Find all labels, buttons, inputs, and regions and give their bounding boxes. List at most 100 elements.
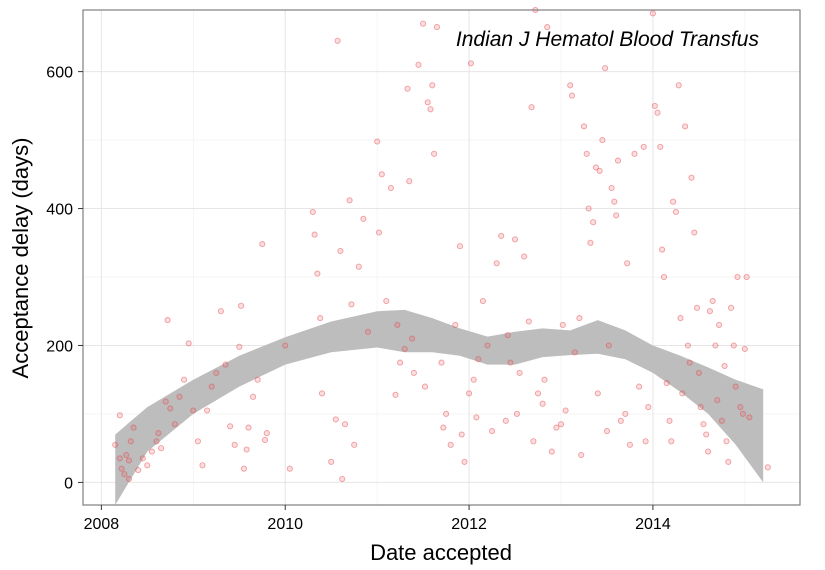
data-point (700, 421, 707, 428)
data-point (148, 448, 155, 455)
data-point (498, 232, 505, 239)
data-point (739, 410, 747, 417)
data-point (222, 361, 229, 368)
data-point (557, 421, 565, 428)
data-point (663, 380, 670, 387)
x-axis-title: Date accepted (370, 540, 512, 565)
data-point (387, 184, 394, 192)
data-point (706, 308, 713, 315)
x-axis-ticks: 2008 2010 2012 2014 (84, 505, 671, 533)
data-point (583, 150, 590, 157)
data-point (461, 458, 468, 465)
data-point (243, 446, 250, 453)
data-point (410, 369, 417, 376)
data-point (116, 455, 123, 462)
data-point (171, 421, 178, 428)
data-point (401, 345, 408, 352)
data-point (649, 10, 656, 17)
data-point (447, 441, 454, 448)
data-point (594, 390, 601, 397)
data-point (130, 424, 137, 431)
plot-frame (82, 9, 801, 506)
data-point (394, 321, 401, 328)
x-tick-label: 2012 (451, 516, 487, 533)
data-point (576, 315, 583, 322)
data-point (723, 438, 730, 445)
data-point (406, 178, 413, 185)
data-point (528, 104, 535, 111)
data-point (737, 404, 744, 411)
y-tick-label: 0 (64, 475, 73, 492)
data-point (539, 400, 546, 407)
data-point (728, 304, 735, 311)
data-point (548, 448, 555, 455)
data-point (516, 369, 523, 376)
data-point (282, 342, 289, 349)
data-point (153, 438, 160, 445)
data-point (611, 198, 618, 205)
data-point (433, 24, 440, 31)
data-point (364, 328, 372, 335)
data-point (721, 362, 728, 370)
plot-panel (83, 10, 800, 505)
data-point (254, 376, 261, 383)
y-tick-label: 400 (46, 202, 73, 219)
data-point (420, 20, 427, 27)
data-point (521, 253, 528, 260)
data-point (686, 359, 693, 366)
data-point (479, 297, 486, 305)
data-point (622, 410, 629, 417)
data-point (263, 430, 270, 437)
data-point (185, 340, 192, 347)
data-point (456, 243, 463, 250)
data-point (691, 229, 698, 236)
data-point (530, 438, 537, 445)
data-point (640, 143, 647, 150)
data-point (672, 208, 679, 216)
data-point (559, 321, 566, 328)
data-point (585, 205, 592, 212)
data-point (314, 270, 321, 277)
data-point (571, 349, 578, 356)
data-point (162, 398, 169, 405)
data-point (684, 342, 691, 349)
data-point (562, 407, 569, 414)
data-point (440, 424, 447, 431)
data-point (452, 321, 459, 328)
data-point (158, 445, 165, 452)
data-point (484, 342, 491, 349)
data-point (125, 475, 133, 483)
data-point (666, 417, 673, 424)
data-point (328, 458, 335, 465)
data-point (164, 317, 171, 324)
data-point (741, 345, 748, 352)
data-point (118, 465, 125, 472)
data-point (660, 273, 668, 281)
data-point (659, 246, 666, 253)
data-point (337, 247, 344, 255)
data-point (605, 342, 612, 349)
data-point (590, 219, 597, 226)
data-point (654, 109, 661, 116)
data-point (714, 397, 721, 404)
data-point (705, 448, 712, 455)
data-point (397, 359, 404, 366)
data-point (424, 99, 431, 106)
y-axis-ticks: 0 200 400 600 (46, 65, 83, 492)
data-point (351, 441, 358, 448)
data-point (250, 393, 257, 400)
data-point (725, 458, 732, 465)
data-point (415, 61, 422, 68)
data-point (587, 239, 594, 246)
data-point (567, 82, 574, 89)
data-point (339, 475, 346, 483)
data-point (592, 164, 599, 171)
x-tick-label: 2008 (84, 516, 120, 533)
data-point (383, 297, 390, 305)
data-point (493, 260, 500, 267)
smoother-confidence-band (115, 309, 764, 505)
data-point (578, 451, 585, 459)
data-point (697, 404, 704, 411)
data-point (438, 359, 445, 366)
data-point (213, 369, 220, 376)
